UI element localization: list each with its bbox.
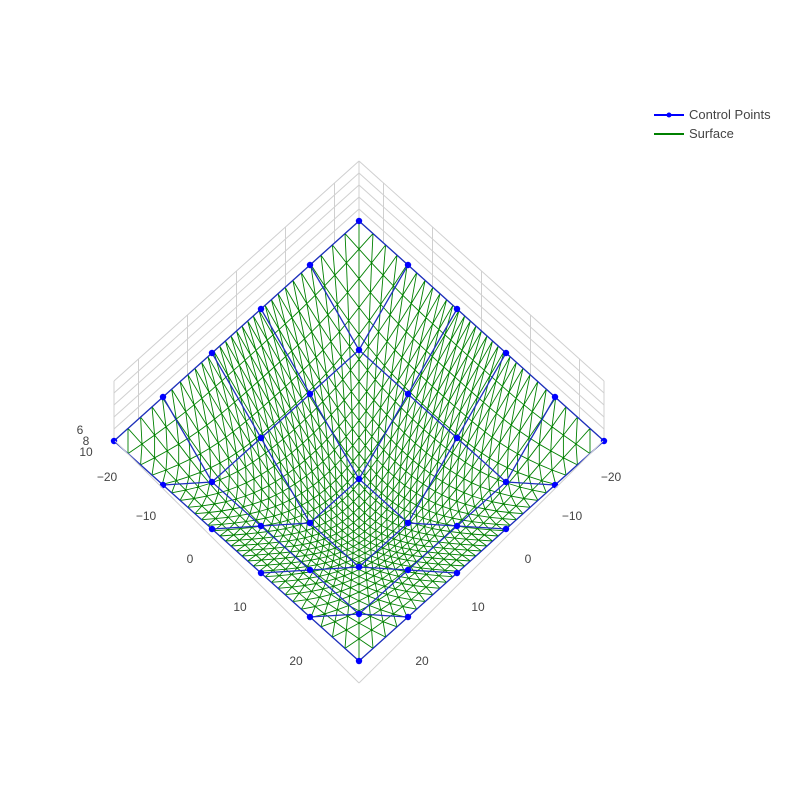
z-tick-label: 6 <box>77 423 84 437</box>
x-tick-label: 10 <box>233 600 247 614</box>
x-tick-label: 0 <box>187 552 194 566</box>
control-point <box>404 390 412 398</box>
x-tick-label: 20 <box>289 654 303 668</box>
control-point <box>306 261 314 269</box>
legend-item-surface[interactable]: Surface <box>654 124 771 143</box>
control-point <box>110 437 118 445</box>
control-point <box>404 519 412 527</box>
grid-layer <box>113 160 605 442</box>
control-point <box>404 613 412 621</box>
control-point <box>551 481 559 489</box>
control-point <box>404 261 412 269</box>
legend-label-surface: Surface <box>689 126 734 141</box>
control-point <box>257 569 265 577</box>
y-tick-label: 0 <box>525 552 532 566</box>
control-point <box>306 613 314 621</box>
control-point <box>306 519 314 527</box>
control-point <box>355 610 363 618</box>
control-point <box>257 522 265 530</box>
y-tick-label: −10 <box>562 509 583 523</box>
control-point <box>355 657 363 665</box>
control-point <box>257 434 265 442</box>
z-tick-label: 10 <box>79 445 93 459</box>
control-point <box>453 522 461 530</box>
control-point <box>355 217 363 225</box>
x-axis-line <box>114 440 360 684</box>
legend-swatch-control-points <box>654 112 684 117</box>
control-point <box>159 393 167 401</box>
control-point <box>502 349 510 357</box>
z-tick-label: 8 <box>83 434 90 448</box>
control-point <box>600 437 608 445</box>
control-net-line <box>260 308 507 530</box>
surface-mesh <box>113 220 605 662</box>
control-point <box>453 569 461 577</box>
control-point <box>502 525 510 533</box>
control-net <box>110 217 608 665</box>
control-point <box>551 393 559 401</box>
control-net-line <box>260 352 507 574</box>
control-point <box>453 305 461 313</box>
control-net-line <box>162 264 409 486</box>
control-point <box>208 349 216 357</box>
control-point <box>306 390 314 398</box>
control-net-line <box>309 264 556 486</box>
y-axis-line <box>358 440 604 684</box>
control-net-line <box>211 352 458 574</box>
legend[interactable]: Control Points Surface <box>654 105 771 143</box>
control-net-line <box>358 440 605 662</box>
x-tick-label: −10 <box>136 509 157 523</box>
x-tick-label: −20 <box>97 470 118 484</box>
control-net-line <box>113 220 360 442</box>
control-point <box>208 478 216 486</box>
legend-item-control-points[interactable]: Control Points <box>654 105 771 124</box>
control-point <box>355 563 363 571</box>
control-point <box>159 481 167 489</box>
control-point <box>355 475 363 483</box>
control-point <box>453 434 461 442</box>
control-point <box>502 478 510 486</box>
y-tick-label: 10 <box>471 600 485 614</box>
control-point <box>404 566 412 574</box>
legend-swatch-surface <box>654 132 684 135</box>
control-point <box>208 525 216 533</box>
control-point <box>257 305 265 313</box>
control-net-line <box>211 308 458 530</box>
y-tick-label: −20 <box>601 470 622 484</box>
control-point <box>355 346 363 354</box>
control-net-line <box>113 440 360 662</box>
control-net-line <box>162 396 409 618</box>
control-net-line <box>358 220 605 442</box>
legend-label-control-points: Control Points <box>689 107 771 122</box>
surface-wireframe <box>113 220 605 662</box>
y-tick-label: 20 <box>415 654 429 668</box>
control-point <box>306 566 314 574</box>
control-net-line <box>309 396 556 618</box>
